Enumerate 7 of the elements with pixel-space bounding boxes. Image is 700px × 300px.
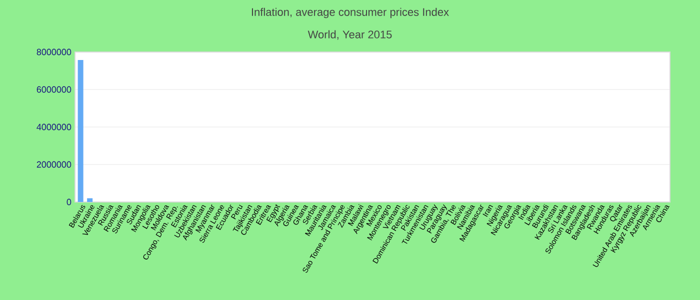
y-tick-label: 8000000 [36, 48, 72, 56]
chart-title: Inflation, average consumer prices Index [252, 8, 449, 18]
y-tick-label: 0 [66, 198, 72, 206]
chart-subtitle: World, Year 2015 [308, 30, 392, 40]
y-tick-label: 4000000 [36, 124, 72, 130]
y-tick-label: 6000000 [36, 86, 72, 93]
y-tick-label: 2000000 [36, 161, 72, 168]
